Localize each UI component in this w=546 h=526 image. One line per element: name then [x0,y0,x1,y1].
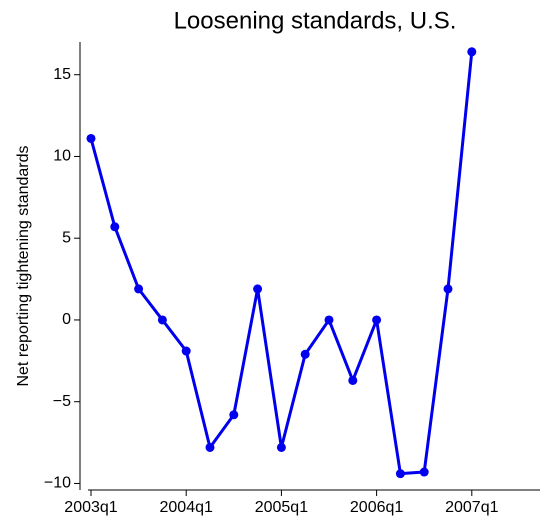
point [205,442,215,452]
chart-title: Loosening standards, U.S. [174,7,457,34]
point [324,315,334,325]
point [276,442,286,452]
point [467,47,477,57]
y-tick-label: 10 [53,148,71,165]
x-tick-label: 2006q1 [350,499,403,516]
point [348,375,358,385]
y-tick-label: 5 [62,229,71,246]
x-tick-label: 2007q1 [445,499,498,516]
point [395,469,405,479]
y-tick-label: 0 [62,311,71,328]
point [300,349,310,359]
y-tick-label: 15 [53,66,71,83]
point [134,284,144,294]
point [86,133,96,143]
point [229,410,239,420]
x-tick-label: 2004q1 [160,499,213,516]
point [157,315,167,325]
point [419,467,429,477]
point [372,315,382,325]
y-tick-label: −5 [53,393,71,410]
point [181,346,191,356]
x-tick-label: 2003q1 [64,499,117,516]
line [89,51,474,476]
point [443,284,453,294]
point [253,284,263,294]
y-axis-label: Net reporting tightening standards [15,145,32,386]
x-tick-label: 2005q1 [255,499,308,516]
point [110,222,120,232]
y-tick-label: −10 [44,475,71,492]
